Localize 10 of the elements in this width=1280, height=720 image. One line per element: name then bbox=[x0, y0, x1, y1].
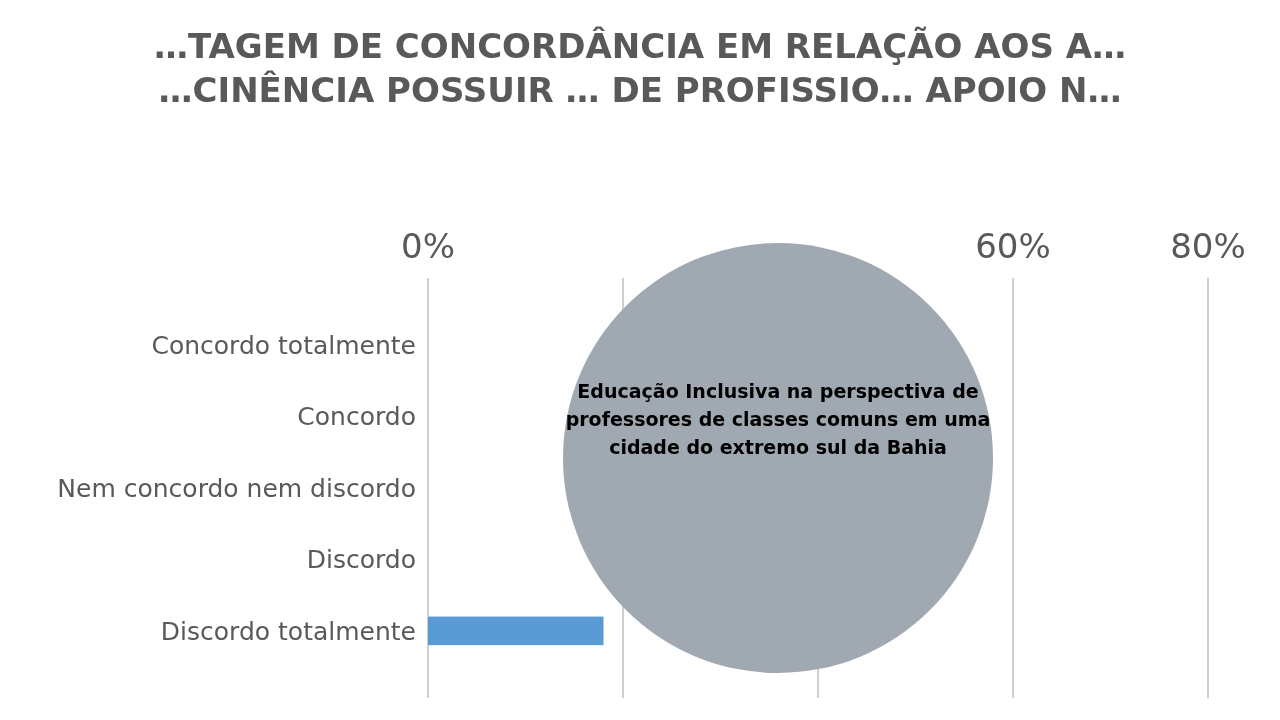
annotation: Educação Inclusiva na perspectiva de professores de classes comuns em uma cidade do extremo sul da Bahia bbox=[565, 380, 991, 458]
y-tick-label: Nem concordo nem discordo bbox=[57, 473, 416, 503]
x-tick-label: 0% bbox=[401, 226, 455, 266]
y-tick-label: Discordo bbox=[306, 545, 416, 575]
x-tick-label: 60% bbox=[975, 226, 1051, 266]
y-tick-label: Discordo totalmente bbox=[160, 616, 416, 646]
y-tick-label: Concordo bbox=[297, 402, 416, 432]
x-tick-label: 80% bbox=[1170, 226, 1246, 266]
y-tick-label: Concordo totalmente bbox=[151, 330, 416, 360]
chart-title: …TAGEM DE CONCORDÂNCIA EM RELAÇÃO AOS A… …CINÊNCIA POSSUIR … DE PROFISSIO… APOIO N… bbox=[153, 26, 1127, 110]
